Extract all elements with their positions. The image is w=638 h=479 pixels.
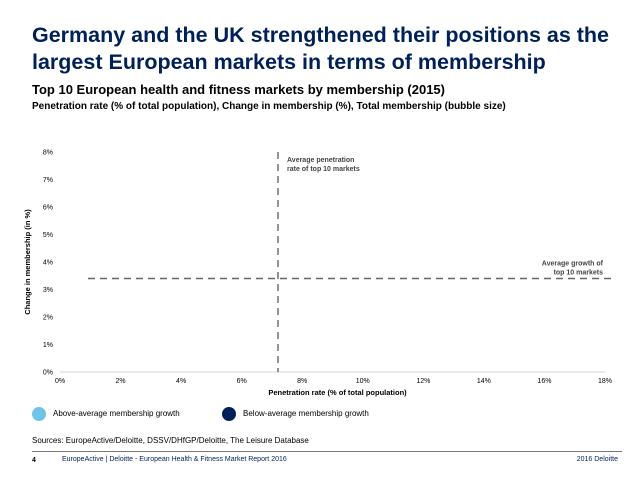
x-tick-label: 2% bbox=[115, 378, 125, 385]
y-tick-label: 3% bbox=[43, 287, 53, 294]
footer-source: EuropeActive | Deloitte - European Healt… bbox=[62, 456, 287, 463]
x-tick-label: 14% bbox=[477, 378, 491, 385]
average-growth-label: Average growth of top 10 markets bbox=[542, 261, 604, 277]
y-tick-label: 4% bbox=[43, 260, 53, 267]
page-number: 4 bbox=[32, 457, 36, 464]
x-tick-label: 16% bbox=[537, 378, 551, 385]
x-tick-label: 18% bbox=[598, 378, 612, 385]
y-tick-label: 8% bbox=[43, 150, 53, 157]
x-tick-label: 0% bbox=[55, 378, 65, 385]
x-tick-label: 6% bbox=[237, 378, 247, 385]
footer-brand: 2016 Deloitte bbox=[576, 456, 618, 463]
page-title: Germany and the UK strengthened their po… bbox=[32, 23, 610, 74]
x-tick-label: 12% bbox=[416, 378, 430, 385]
y-tick-label: 2% bbox=[43, 315, 53, 322]
legend-above-swatch bbox=[32, 407, 46, 421]
x-tick-label: 4% bbox=[176, 378, 186, 385]
y-axis-ticks: 0% 1% 2% 3% 4% 5% 6% 7% 8% bbox=[43, 150, 53, 377]
legend-above-label: Above-average membership growth bbox=[53, 409, 180, 418]
x-axis-label: Penetration rate (% of total population) bbox=[268, 388, 407, 397]
y-tick-label: 6% bbox=[43, 205, 53, 212]
y-tick-label: 7% bbox=[43, 177, 53, 184]
average-penetration-label: Average penetration rate of top 10 market… bbox=[287, 157, 360, 173]
sources-note: Sources: EuropeActive/Deloitte, DSSV/DHf… bbox=[32, 436, 309, 445]
y-axis-label: Change in membership (in %) bbox=[23, 209, 32, 315]
y-tick-label: 1% bbox=[43, 342, 53, 349]
x-tick-label: 10% bbox=[356, 378, 370, 385]
legend-below-swatch bbox=[222, 407, 236, 421]
chart-subtitle: Penetration rate (% of total population)… bbox=[32, 101, 506, 112]
y-tick-label: 0% bbox=[43, 370, 53, 377]
chart-title: Top 10 European health and fitness marke… bbox=[32, 82, 445, 97]
y-tick-label: 5% bbox=[43, 232, 53, 239]
footer-divider bbox=[32, 451, 622, 452]
x-tick-label: 8% bbox=[297, 378, 307, 385]
legend-below-label: Below-average membership growth bbox=[243, 409, 369, 418]
bubble-chart: 0% 1% 2% 3% 4% 5% 6% 7% 8% 0% 2% 4% 6% 8% 10% 12% 14% 16… bbox=[23, 150, 613, 397]
x-axis-ticks: 0% 2% 4% 6% 8% 10% 12% 14% 16% 18% bbox=[55, 378, 612, 385]
